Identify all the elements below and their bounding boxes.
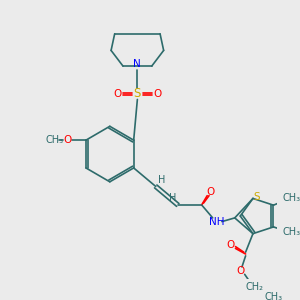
Text: S: S <box>253 192 260 202</box>
Text: O: O <box>227 240 235 250</box>
Text: O: O <box>207 187 215 197</box>
Text: O: O <box>63 135 72 145</box>
Text: NH: NH <box>208 217 224 226</box>
Text: O: O <box>236 266 244 276</box>
Text: H: H <box>158 175 165 185</box>
Text: N: N <box>134 59 141 69</box>
Text: CH₃: CH₃ <box>283 193 300 203</box>
Text: H: H <box>169 194 176 203</box>
Text: CH₃: CH₃ <box>283 227 300 238</box>
Text: S: S <box>134 87 141 101</box>
Text: O: O <box>154 89 162 99</box>
Text: O: O <box>113 89 121 99</box>
Text: CH₃: CH₃ <box>46 135 64 145</box>
Text: CH₂: CH₂ <box>246 282 264 292</box>
Text: CH₃: CH₃ <box>264 292 282 300</box>
